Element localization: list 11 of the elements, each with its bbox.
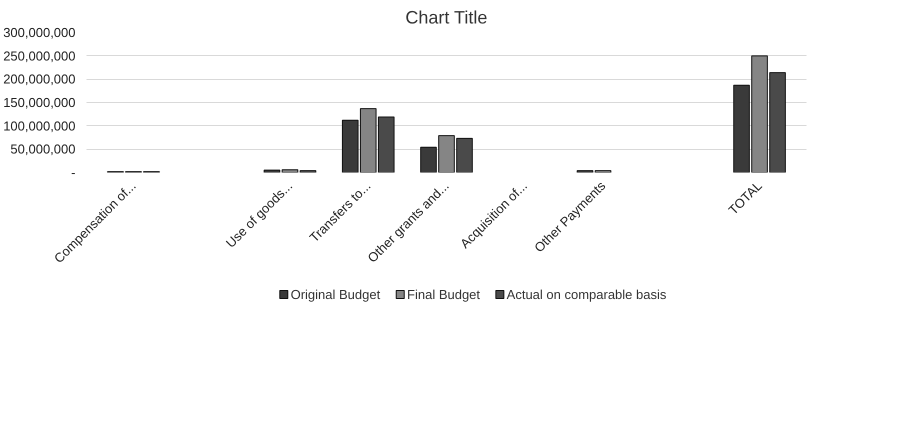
y-tick-label: -: [71, 165, 76, 180]
legend-label: Original Budget: [290, 287, 381, 302]
legend-label: Final Budget: [407, 287, 480, 302]
y-tick-label: 150,000,000: [3, 95, 76, 110]
chart-title: Chart Title: [405, 8, 488, 28]
y-tick-label: 200,000,000: [3, 72, 76, 87]
legend-label: Actual on comparable basis: [506, 287, 667, 302]
y-tick-label: 100,000,000: [3, 118, 76, 134]
y-tick-label: 250,000,000: [3, 48, 76, 64]
y-tick-label: 50,000,000: [10, 142, 76, 157]
y-tick-label: 300,000,000: [3, 25, 76, 40]
